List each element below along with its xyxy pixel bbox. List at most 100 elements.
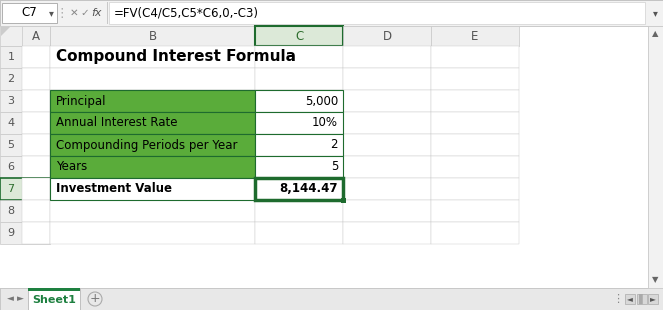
Bar — [50, 112, 255, 134]
Text: 1: 1 — [7, 52, 15, 62]
Text: 2: 2 — [330, 139, 338, 152]
Bar — [343, 68, 431, 90]
Text: Investment Value: Investment Value — [56, 183, 172, 196]
Bar — [22, 156, 50, 178]
Bar — [255, 26, 343, 46]
Bar — [50, 134, 255, 156]
Text: ◄: ◄ — [7, 294, 13, 303]
Text: ▲: ▲ — [652, 29, 659, 38]
Bar — [255, 222, 343, 244]
Bar — [0, 68, 50, 90]
Bar — [2, 3, 57, 23]
Text: C7: C7 — [22, 7, 37, 20]
Text: fx: fx — [91, 8, 102, 18]
Bar — [0, 288, 663, 310]
Bar — [0, 112, 50, 134]
Bar — [431, 112, 519, 134]
Bar — [255, 178, 343, 200]
Text: 4: 4 — [7, 118, 15, 128]
Bar — [0, 0, 663, 26]
Text: Annual Interest Rate: Annual Interest Rate — [56, 117, 178, 130]
Text: ▼: ▼ — [652, 276, 659, 285]
Text: ►: ► — [650, 294, 656, 303]
Text: ►: ► — [17, 294, 23, 303]
Bar — [255, 156, 343, 178]
Bar — [0, 222, 50, 244]
Polygon shape — [1, 27, 10, 36]
Text: C: C — [295, 29, 303, 42]
Bar — [255, 134, 343, 156]
Bar — [22, 46, 50, 68]
Bar — [50, 222, 255, 244]
Bar — [50, 26, 255, 46]
Bar — [431, 68, 519, 90]
Text: =FV(C4/C5,C5*C6,0,-C3): =FV(C4/C5,C5*C6,0,-C3) — [114, 7, 259, 20]
Circle shape — [88, 292, 102, 306]
Text: 8,144.47: 8,144.47 — [280, 183, 338, 196]
Bar — [0, 26, 648, 288]
Bar — [28, 288, 80, 310]
Bar — [343, 222, 431, 244]
Text: D: D — [383, 29, 392, 42]
Bar — [648, 26, 663, 288]
Bar — [343, 46, 431, 68]
Text: ✓: ✓ — [81, 8, 90, 18]
Text: 10%: 10% — [312, 117, 338, 130]
Bar — [0, 178, 50, 200]
Text: 7: 7 — [7, 184, 15, 194]
Bar — [431, 156, 519, 178]
Bar — [255, 112, 343, 134]
Bar — [50, 156, 255, 178]
Text: ⋮: ⋮ — [613, 294, 624, 304]
Bar — [341, 197, 345, 202]
Bar — [255, 200, 343, 222]
Bar — [343, 26, 431, 46]
Bar — [0, 200, 50, 222]
Bar — [343, 112, 431, 134]
Bar — [22, 222, 50, 244]
Bar — [50, 134, 255, 156]
Bar — [343, 178, 431, 200]
Bar — [50, 178, 255, 200]
Bar — [255, 112, 343, 134]
Bar — [22, 112, 50, 134]
Text: 5: 5 — [7, 140, 15, 150]
Text: 5,000: 5,000 — [305, 95, 338, 108]
Bar — [50, 200, 255, 222]
Text: ◄: ◄ — [627, 294, 633, 303]
Bar — [343, 156, 431, 178]
Bar — [28, 288, 80, 290]
Bar — [255, 134, 343, 156]
Text: Compound Interest Formula: Compound Interest Formula — [56, 50, 296, 64]
Bar — [431, 222, 519, 244]
Bar — [255, 156, 343, 178]
Bar — [109, 2, 645, 24]
Text: 8: 8 — [7, 206, 15, 216]
Text: 5: 5 — [331, 161, 338, 174]
Bar — [431, 46, 519, 68]
Text: Compounding Periods per Year: Compounding Periods per Year — [56, 139, 237, 152]
Text: Principal: Principal — [56, 95, 107, 108]
Text: E: E — [471, 29, 479, 42]
Text: 6: 6 — [7, 162, 15, 172]
Text: A: A — [32, 29, 40, 42]
Bar — [50, 178, 255, 200]
Bar — [255, 178, 343, 200]
Text: ▾: ▾ — [48, 8, 54, 18]
Bar — [50, 156, 255, 178]
Bar — [22, 200, 50, 222]
Text: B: B — [149, 29, 156, 42]
Bar — [50, 46, 255, 68]
Bar — [625, 294, 635, 304]
Text: Sheet1: Sheet1 — [32, 295, 76, 305]
Bar — [648, 294, 658, 304]
Bar — [637, 294, 647, 304]
Bar — [431, 178, 519, 200]
Text: Years: Years — [56, 161, 88, 174]
Text: +: + — [90, 293, 100, 305]
Text: ✕: ✕ — [70, 8, 78, 18]
Text: 9: 9 — [7, 228, 15, 238]
Text: ▾: ▾ — [652, 8, 658, 18]
Bar — [343, 134, 431, 156]
Bar — [50, 90, 255, 112]
